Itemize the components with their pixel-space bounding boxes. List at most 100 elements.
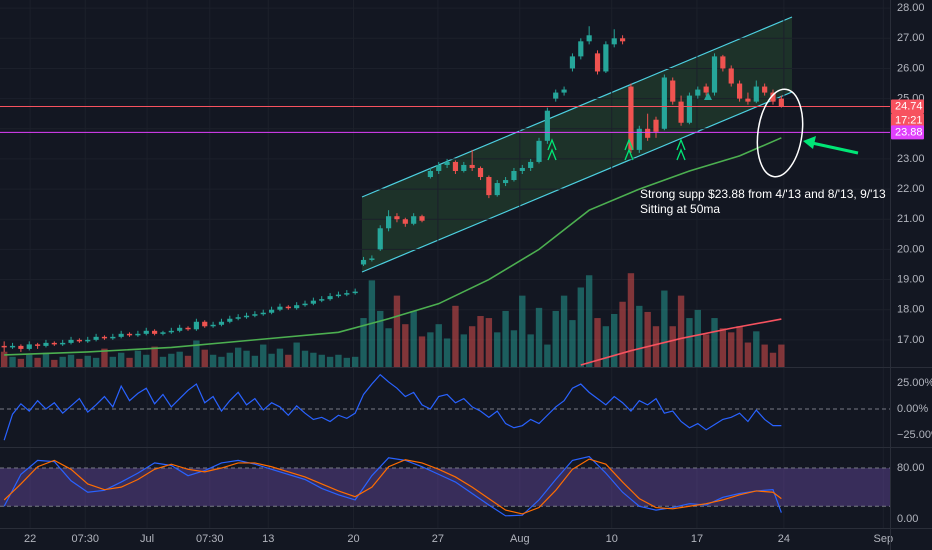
volume-bar xyxy=(51,359,58,367)
volume-bar xyxy=(26,354,33,367)
volume-bar xyxy=(159,356,167,367)
volume-bar xyxy=(260,344,267,367)
volume-bar xyxy=(585,275,593,367)
volume-bar xyxy=(134,350,142,367)
volume-bar xyxy=(702,334,710,367)
y-tick-label: 27.00 xyxy=(897,32,925,44)
candle-body xyxy=(269,309,275,313)
volume-bar xyxy=(343,357,350,367)
y-tick-label: 25.00% xyxy=(897,377,932,389)
candle-body xyxy=(152,330,158,334)
indicator-line xyxy=(3,455,782,517)
volume-bar xyxy=(410,310,417,367)
drawings-over: Strong supp $23.88 from 4/'13 and 8/'13,… xyxy=(547,88,886,216)
candle-body xyxy=(126,333,133,336)
y-tick-label: 21.00 xyxy=(897,213,925,225)
candle-body xyxy=(653,119,659,132)
volume-bar xyxy=(67,354,75,367)
y-tick-label: 23.00 xyxy=(897,153,925,165)
candle-body xyxy=(260,312,266,315)
volume-bar xyxy=(76,358,83,367)
signal-arrows xyxy=(547,138,686,161)
channel-fill xyxy=(362,17,792,272)
candle-body xyxy=(76,339,82,342)
volume-bar xyxy=(736,326,743,367)
candle-body xyxy=(436,164,442,171)
volume-bar xyxy=(117,352,125,367)
y-tick-label: 20.00 xyxy=(897,243,925,255)
volume-bar xyxy=(184,355,192,367)
volume-bar xyxy=(126,357,133,367)
triangle-marker xyxy=(704,92,712,100)
candle-body xyxy=(736,83,743,99)
volume-bar xyxy=(218,356,225,367)
candle-body xyxy=(494,183,500,196)
volume-bar xyxy=(686,318,693,367)
up-chevron xyxy=(624,138,634,151)
volume-bar xyxy=(143,354,150,367)
candle-body xyxy=(703,86,709,93)
volume-bar xyxy=(176,351,183,367)
y-tick-label: −25.00% xyxy=(897,429,932,441)
volume-bar xyxy=(435,324,442,367)
volume-bar xyxy=(9,356,16,367)
volume-bar xyxy=(652,326,660,367)
candle-body xyxy=(444,161,450,165)
candle-body xyxy=(143,330,149,334)
volume-bar xyxy=(577,287,584,367)
volume-bar xyxy=(151,346,158,367)
x-tick-label: 07:30 xyxy=(196,533,224,545)
candle-body xyxy=(619,38,626,42)
candle-body xyxy=(135,333,141,336)
volume-bar xyxy=(502,310,509,367)
indicator-line xyxy=(3,458,782,515)
volume-bar xyxy=(728,332,735,367)
candle-body xyxy=(394,216,400,220)
candle-body xyxy=(9,345,16,348)
candle-body xyxy=(553,92,559,99)
candle-body xyxy=(369,258,375,260)
x-tick-label: Jul xyxy=(140,533,154,545)
volume-bar xyxy=(611,313,618,367)
candle-body xyxy=(586,35,592,42)
candle-body xyxy=(519,167,525,171)
candle-body xyxy=(636,128,642,150)
volume-bar xyxy=(443,338,451,367)
x-tick-label: 13 xyxy=(262,533,274,545)
y-tick-label: 26.00 xyxy=(897,62,925,74)
volume-bar xyxy=(101,348,108,367)
volume-bar xyxy=(92,357,100,367)
candle-body xyxy=(711,56,718,93)
candle-body xyxy=(252,314,258,316)
volume-bar xyxy=(677,295,685,367)
candle-body xyxy=(762,86,768,93)
volume-bar xyxy=(636,305,643,367)
volume-bar xyxy=(602,326,610,367)
candle-body xyxy=(661,77,667,129)
candle-body xyxy=(461,164,467,171)
candle-body xyxy=(502,180,509,184)
candle-body xyxy=(193,321,199,330)
pointer-arrowhead xyxy=(803,136,816,149)
candle-body xyxy=(377,228,383,250)
up-chevron xyxy=(676,148,686,161)
candle-body xyxy=(578,41,584,57)
volume-bar xyxy=(0,351,8,367)
volume-bar xyxy=(460,334,467,367)
volume-bar xyxy=(318,354,325,367)
y-tick-label: 17.00 xyxy=(897,334,925,346)
x-tick-label: 20 xyxy=(347,533,359,545)
candle-body xyxy=(569,56,576,69)
candle-body xyxy=(35,344,41,346)
candle-body xyxy=(43,342,49,346)
candle-body xyxy=(469,164,475,168)
candle-body xyxy=(302,303,308,306)
channel-upper xyxy=(361,16,793,198)
up-chevron xyxy=(676,138,686,151)
up-chevron xyxy=(547,138,557,151)
volume-bar xyxy=(418,336,426,367)
x-tick-label: 22 xyxy=(24,533,36,545)
volume-bar xyxy=(201,349,208,367)
